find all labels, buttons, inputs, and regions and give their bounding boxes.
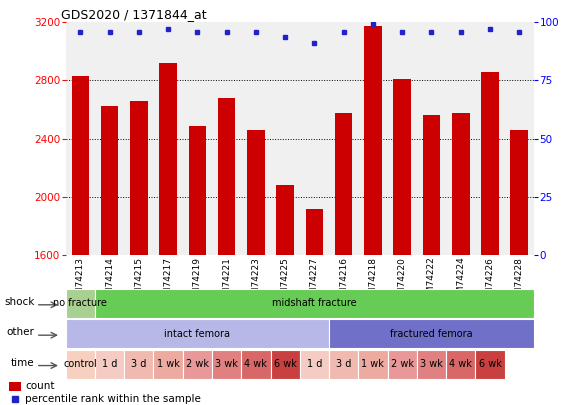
Text: no fracture: no fracture bbox=[53, 298, 107, 308]
Text: 6 wk: 6 wk bbox=[274, 359, 296, 369]
Bar bbox=[271, 350, 300, 379]
Text: shock: shock bbox=[4, 297, 35, 307]
Text: 4 wk: 4 wk bbox=[449, 359, 472, 369]
Text: other: other bbox=[7, 327, 35, 337]
Text: 4 wk: 4 wk bbox=[244, 359, 267, 369]
Bar bbox=[417, 350, 446, 379]
Text: 1 wk: 1 wk bbox=[361, 359, 384, 369]
Text: 2 wk: 2 wk bbox=[391, 359, 414, 369]
Text: count: count bbox=[26, 382, 55, 391]
Text: GSM74223: GSM74223 bbox=[251, 257, 260, 305]
Text: GSM74228: GSM74228 bbox=[514, 257, 524, 305]
Text: GSM74217: GSM74217 bbox=[163, 257, 172, 306]
Text: GSM74215: GSM74215 bbox=[134, 257, 143, 306]
Bar bbox=[218, 98, 235, 255]
Text: GSM74220: GSM74220 bbox=[397, 257, 407, 305]
Bar bbox=[481, 72, 499, 255]
Text: GSM74224: GSM74224 bbox=[456, 257, 465, 305]
Text: GSM74222: GSM74222 bbox=[427, 257, 436, 305]
Text: GSM74227: GSM74227 bbox=[310, 257, 319, 305]
Bar bbox=[329, 319, 534, 348]
Text: GSM74225: GSM74225 bbox=[280, 257, 289, 305]
Text: intact femora: intact femora bbox=[164, 329, 230, 339]
Bar bbox=[188, 126, 206, 255]
Text: 6 wk: 6 wk bbox=[478, 359, 501, 369]
Text: 3 d: 3 d bbox=[336, 359, 351, 369]
Bar bbox=[9, 382, 21, 391]
Text: midshaft fracture: midshaft fracture bbox=[272, 298, 357, 308]
Text: 3 wk: 3 wk bbox=[420, 359, 443, 369]
Bar bbox=[329, 350, 359, 379]
Text: GSM74226: GSM74226 bbox=[485, 257, 494, 305]
Bar bbox=[71, 76, 89, 255]
Bar bbox=[124, 350, 154, 379]
Text: GDS2020 / 1371844_at: GDS2020 / 1371844_at bbox=[61, 8, 207, 21]
Bar bbox=[154, 350, 183, 379]
Text: GSM74221: GSM74221 bbox=[222, 257, 231, 305]
Text: control: control bbox=[63, 359, 97, 369]
Bar bbox=[241, 350, 271, 379]
Text: 3 d: 3 d bbox=[131, 359, 147, 369]
Bar bbox=[393, 79, 411, 255]
Text: GSM74213: GSM74213 bbox=[76, 257, 85, 306]
Text: percentile rank within the sample: percentile rank within the sample bbox=[26, 394, 202, 404]
Text: 3 wk: 3 wk bbox=[215, 359, 238, 369]
Bar bbox=[475, 350, 505, 379]
Bar bbox=[66, 289, 95, 318]
Text: fractured femora: fractured femora bbox=[390, 329, 473, 339]
Bar bbox=[100, 106, 118, 255]
Text: GSM74216: GSM74216 bbox=[339, 257, 348, 306]
Text: time: time bbox=[11, 358, 35, 368]
Bar bbox=[452, 113, 469, 255]
Bar bbox=[183, 350, 212, 379]
Bar bbox=[212, 350, 241, 379]
Bar bbox=[305, 209, 323, 255]
Bar bbox=[388, 350, 417, 379]
Text: GSM74218: GSM74218 bbox=[368, 257, 377, 306]
Text: 1 d: 1 d bbox=[307, 359, 322, 369]
Bar bbox=[130, 101, 147, 255]
Text: 2 wk: 2 wk bbox=[186, 359, 209, 369]
Text: GSM74219: GSM74219 bbox=[193, 257, 202, 306]
Bar bbox=[66, 350, 95, 379]
Text: GSM74214: GSM74214 bbox=[105, 257, 114, 305]
Text: 1 d: 1 d bbox=[102, 359, 117, 369]
Bar bbox=[276, 185, 294, 255]
Bar bbox=[423, 115, 440, 255]
Bar bbox=[300, 350, 329, 379]
Bar bbox=[359, 350, 388, 379]
Text: 1 wk: 1 wk bbox=[156, 359, 179, 369]
Bar bbox=[335, 113, 352, 255]
Bar bbox=[510, 130, 528, 255]
Bar bbox=[66, 319, 329, 348]
Bar bbox=[247, 130, 265, 255]
Bar bbox=[364, 26, 381, 255]
Bar bbox=[159, 63, 177, 255]
Bar bbox=[446, 350, 475, 379]
Bar bbox=[95, 350, 124, 379]
